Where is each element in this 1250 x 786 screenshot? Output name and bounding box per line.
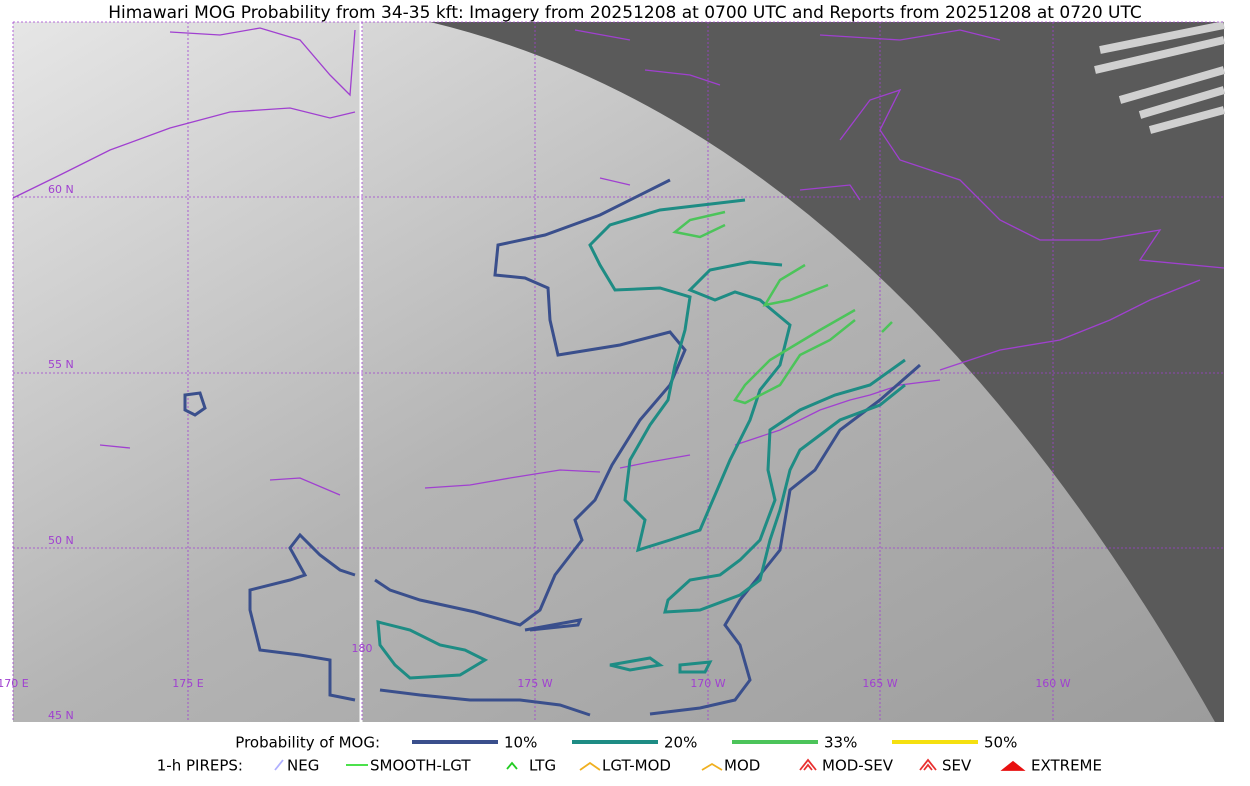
legend-label: NEG [287,757,319,775]
legend-label: SMOOTH-LGT [370,757,471,775]
legend-label: EXTREME [1031,757,1102,775]
legend-title: Probability of MOG: [235,734,380,752]
lon-label: 180 [352,642,373,655]
pirep-symbol [579,761,601,771]
coastlines [12,27,1225,496]
lon-label: 175 E [172,677,203,690]
mog-contours [183,178,921,717]
lon-label: 170 W [690,677,725,690]
lon-label: 165 W [862,677,897,690]
legend-label: LGT-MOD [602,757,671,775]
lat-label: 50 N [48,534,74,547]
legend-title: 1-h PIREPS: [157,757,243,775]
legend-label: MOD-SEV [822,757,894,775]
pirep-symbol [274,759,284,771]
pirep-symbol [919,758,937,771]
pirep-symbol [506,761,518,770]
legend-label: MOD [724,757,760,775]
legend-label: SEV [942,757,972,775]
pirep-symbol [701,762,723,771]
lon-label: 160 W [1035,677,1070,690]
legend-label: LTG [529,757,556,775]
pirep-symbol [1000,760,1026,771]
legend: Probability of MOG: 10% 20% 33% 50% 1-h PIREP… [157,734,1102,775]
lon-label: 175 W [517,677,552,690]
lat-label: 60 N [48,183,74,196]
lat-label: 45 N [48,709,74,722]
legend-label: 10% [504,734,537,752]
graticule [12,21,1224,722]
lon-label: 170 E [0,677,29,690]
legend-label: 33% [824,734,857,752]
legend-label: 20% [664,734,697,752]
scan-artifact [1094,21,1226,134]
title: Himawari MOG Probability from 34-35 kft:… [108,3,1142,23]
grid-labels: 60 N 55 N 50 N 45 N 170 E 175 E 180 175 W 170 W 1… [0,183,1071,722]
legend-label: 50% [984,734,1017,752]
lat-label: 55 N [48,358,74,371]
pirep-symbol [799,758,817,771]
